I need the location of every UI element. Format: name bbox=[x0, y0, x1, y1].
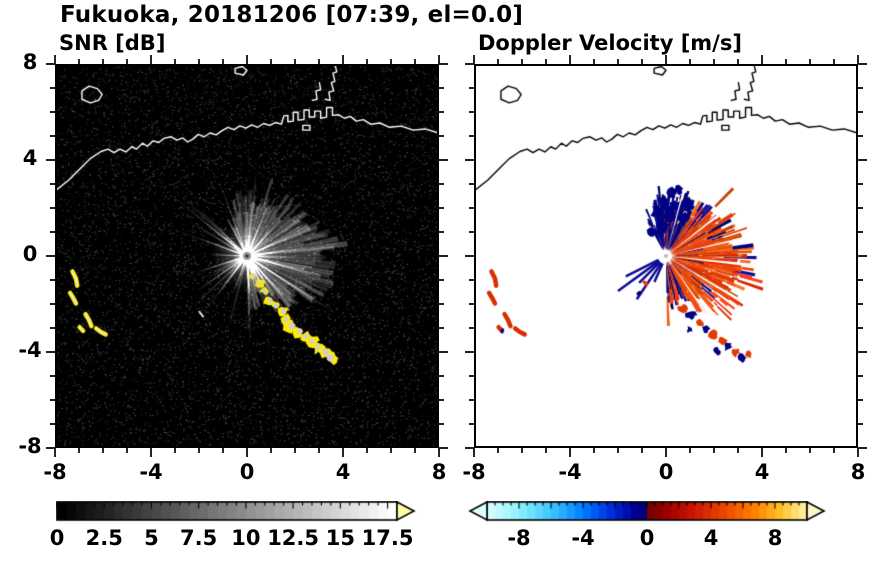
snr-panel-title: SNR [dB] bbox=[59, 31, 166, 55]
velocity-panel-title: Doppler Velocity [m/s] bbox=[478, 31, 742, 55]
x-tick-label: 4 bbox=[335, 460, 351, 484]
y-tick-label: 4 bbox=[22, 146, 38, 170]
y-tick-label: 8 bbox=[22, 50, 38, 74]
velocity-colorbar bbox=[468, 501, 826, 522]
y-tick-label: -4 bbox=[18, 338, 42, 362]
velocity-colorbar-label: 4 bbox=[703, 526, 719, 550]
velocity-colorbar-label: -8 bbox=[507, 526, 531, 550]
snr-colorbar-label: 15 bbox=[325, 526, 355, 550]
y-tick-label: 0 bbox=[22, 242, 38, 266]
x-tick-label: -8 bbox=[462, 460, 486, 484]
snr-colorbar-label: 2.5 bbox=[85, 526, 123, 550]
snr-colorbar-label: 5 bbox=[144, 526, 159, 550]
snr-plot-canvas bbox=[57, 66, 437, 446]
snr-colorbar-label: 0 bbox=[49, 526, 65, 550]
x-tick-label: 0 bbox=[658, 460, 674, 484]
velocity-plot-canvas bbox=[476, 66, 856, 446]
velocity-colorbar-label: -4 bbox=[571, 526, 595, 550]
velocity-plot-area bbox=[474, 64, 858, 448]
y-tick-label: -8 bbox=[18, 434, 42, 458]
snr-colorbar bbox=[56, 501, 418, 522]
x-tick-label: -4 bbox=[139, 460, 163, 484]
snr-colorbar-label: 17.5 bbox=[361, 526, 414, 550]
snr-plot-area bbox=[55, 64, 439, 448]
x-tick-label: 8 bbox=[850, 460, 866, 484]
x-tick-label: 4 bbox=[754, 460, 770, 484]
snr-colorbar-label: 12.5 bbox=[267, 526, 320, 550]
snr-colorbar-label: 10 bbox=[231, 526, 261, 550]
velocity-colorbar-label: 0 bbox=[639, 526, 655, 550]
velocity-colorbar-label: 8 bbox=[767, 526, 783, 550]
snr-colorbar-label: 7.5 bbox=[180, 526, 218, 550]
x-tick-label: 0 bbox=[239, 460, 255, 484]
figure-title: Fukuoka, 20181206 [07:39, el=0.0] bbox=[60, 2, 524, 28]
x-tick-label: -8 bbox=[43, 460, 67, 484]
x-tick-label: -4 bbox=[558, 460, 582, 484]
x-tick-label: 8 bbox=[431, 460, 447, 484]
